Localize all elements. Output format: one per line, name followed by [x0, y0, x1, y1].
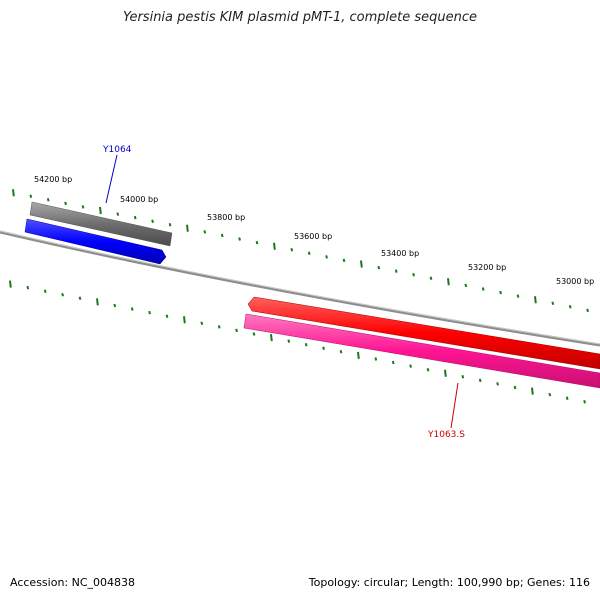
- tick-label: 53200 bp: [468, 263, 506, 272]
- topology-label: Topology:: [308, 576, 361, 589]
- minor-tick-mark: [516, 294, 520, 298]
- minor-tick-mark: [203, 230, 207, 234]
- minor-tick-mark: [26, 285, 30, 290]
- minor-tick-mark: [290, 247, 294, 252]
- major-tick-mark: [534, 296, 537, 304]
- pink-gene-bar[interactable]: [243, 313, 600, 389]
- minor-tick-mark: [168, 223, 172, 227]
- major-tick-mark: [357, 351, 360, 360]
- minor-tick-mark: [377, 265, 381, 270]
- length-label: Length:: [411, 576, 454, 589]
- minor-tick-mark: [133, 215, 137, 220]
- minor-tick-mark: [499, 290, 502, 295]
- minor-tick-mark: [325, 255, 328, 259]
- minor-tick-mark: [391, 360, 395, 365]
- minor-tick-mark: [116, 212, 120, 216]
- tick-label: 53600 bp: [294, 232, 332, 241]
- length-value: 100,990 bp: [456, 576, 520, 589]
- minor-tick-mark: [43, 289, 47, 293]
- major-tick-mark: [96, 298, 99, 306]
- minor-tick-mark: [130, 307, 134, 311]
- minor-tick-mark: [235, 328, 238, 333]
- topology-value: circular: [363, 576, 405, 589]
- minor-tick-mark: [287, 339, 291, 343]
- minor-tick-mark: [339, 350, 343, 354]
- accession-value: NC_004838: [71, 576, 136, 589]
- minor-tick-mark: [304, 342, 308, 347]
- major-tick-mark: [273, 242, 276, 250]
- minor-tick-mark: [481, 287, 485, 291]
- major-tick-mark: [360, 260, 363, 268]
- minor-tick-mark: [586, 308, 589, 313]
- minor-tick-mark: [29, 194, 33, 198]
- genes-value: 116: [569, 576, 590, 589]
- minor-tick-mark: [255, 240, 259, 245]
- red-gene-arrow[interactable]: [247, 296, 600, 370]
- minor-tick-mark: [409, 364, 412, 368]
- tick-label: 53800 bp: [207, 213, 245, 222]
- minor-tick-mark: [148, 310, 151, 315]
- minor-tick-mark: [551, 301, 555, 305]
- gray-feature-bar[interactable]: [29, 201, 173, 247]
- y1063s-pointer-line: [450, 382, 459, 429]
- major-tick-mark: [99, 206, 102, 215]
- minor-tick-mark: [238, 237, 241, 241]
- minor-tick-mark: [342, 258, 346, 263]
- minor-tick-mark: [374, 357, 378, 361]
- genes-label: Genes:: [527, 576, 566, 589]
- minor-tick-mark: [220, 233, 224, 238]
- plasmid-backbone: [0, 230, 600, 347]
- minor-tick-mark: [252, 332, 256, 336]
- accession-info: Accession: NC_004838: [10, 576, 135, 589]
- tick-label: 53400 bp: [381, 249, 419, 258]
- minor-tick-mark: [461, 375, 465, 379]
- minor-tick-mark: [429, 276, 433, 281]
- gene-label-y1064[interactable]: Y1064: [102, 145, 132, 155]
- outer-tick-row: [12, 189, 589, 313]
- minor-tick-mark: [113, 303, 117, 308]
- tick-label: 53000 bp: [556, 277, 594, 286]
- minor-tick-mark: [81, 205, 85, 209]
- minor-tick-mark: [200, 321, 204, 326]
- minor-tick-mark: [165, 314, 169, 318]
- minor-tick-mark: [412, 272, 415, 277]
- inner-tick-row: [9, 280, 586, 404]
- minor-tick-mark: [307, 251, 311, 256]
- gene-label-y1063s[interactable]: Y1063.S: [427, 430, 465, 440]
- minor-tick-mark: [565, 396, 569, 400]
- minor-tick-mark: [151, 219, 154, 223]
- major-tick-mark: [186, 224, 189, 232]
- tick-label: 54200 bp: [34, 175, 72, 184]
- minor-tick-mark: [464, 283, 468, 288]
- minor-tick-mark: [568, 305, 572, 309]
- tick-label: 54000 bp: [120, 195, 158, 204]
- minor-tick-mark: [78, 296, 82, 301]
- minor-tick-mark: [217, 325, 221, 329]
- map-title: Yersinia pestis KIM plasmid pMT-1, compl…: [122, 10, 478, 25]
- minor-tick-mark: [322, 346, 325, 351]
- major-tick-mark: [531, 387, 534, 395]
- sequence-summary: Topology: circular; Length: 100,990 bp; …: [308, 576, 590, 589]
- major-tick-mark: [444, 369, 447, 377]
- blue-gene-arrow[interactable]: [24, 218, 167, 265]
- accession-label: Accession:: [10, 576, 69, 589]
- minor-tick-mark: [478, 378, 482, 383]
- minor-tick-mark: [394, 269, 398, 273]
- minor-tick-mark: [426, 367, 430, 372]
- y1064-pointer-line: [105, 154, 118, 204]
- minor-tick-mark: [513, 385, 517, 390]
- major-tick-mark: [183, 316, 186, 324]
- minor-tick-mark: [46, 198, 50, 202]
- major-tick-mark: [12, 189, 15, 197]
- plasmid-backbone-highlight: [0, 230, 600, 345]
- major-tick-mark: [447, 278, 450, 286]
- minor-tick-mark: [548, 392, 552, 397]
- minor-tick-mark: [496, 382, 499, 386]
- major-tick-mark: [270, 333, 273, 342]
- minor-tick-mark: [64, 201, 67, 206]
- minor-tick-mark: [583, 400, 586, 404]
- major-tick-mark: [9, 280, 12, 288]
- minor-tick-mark: [61, 293, 64, 297]
